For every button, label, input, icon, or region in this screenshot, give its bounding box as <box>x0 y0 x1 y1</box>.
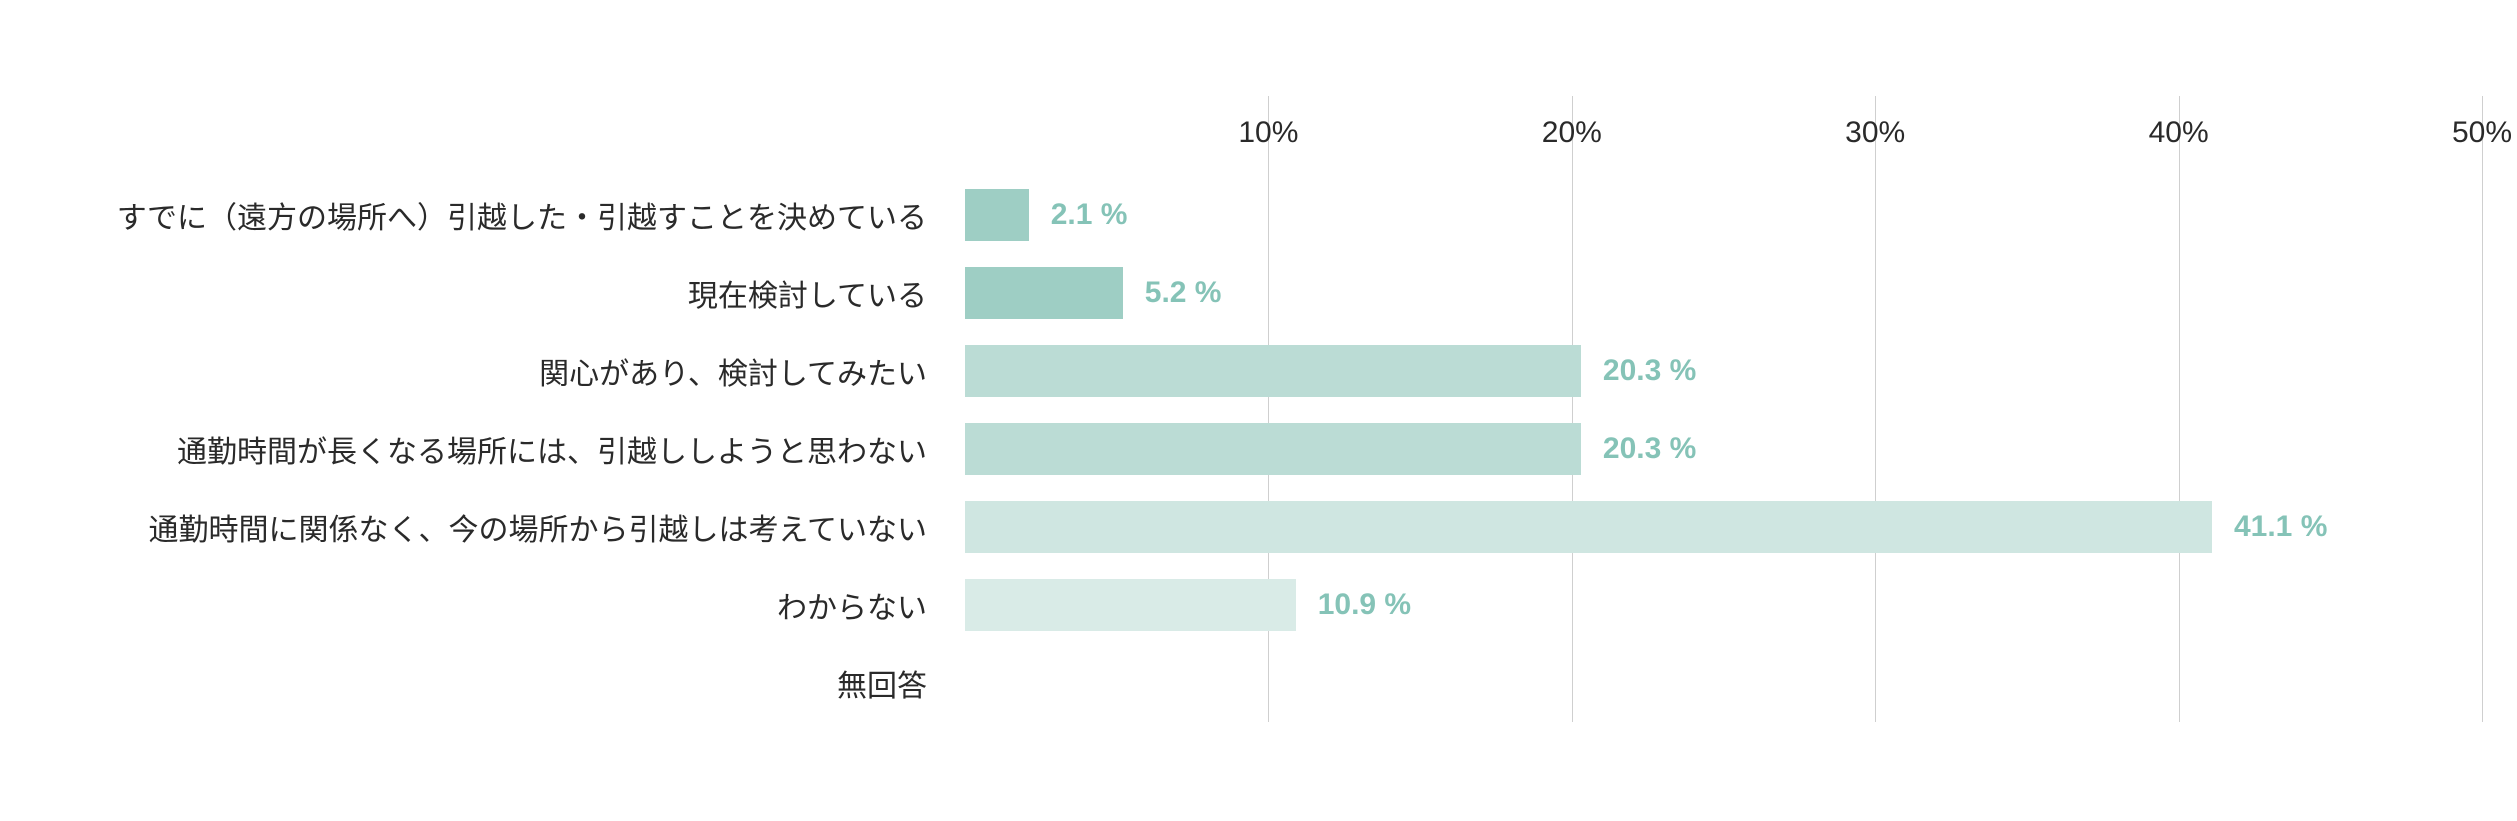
bar-row: 通勤時間が長くなる場所には、引越ししようと思わない20.3 % <box>965 423 2482 475</box>
category-label: わからない <box>777 583 965 627</box>
bar-row: すでに（遠方の場所へ）引越した・引越すことを決めている2.1 % <box>965 189 2482 241</box>
x-axis-tick-label: 10% <box>1238 116 1298 150</box>
category-label: すでに（遠方の場所へ）引越した・引越すことを決めている <box>117 193 965 237</box>
bar-row: 関心があり、検討してみたい20.3 % <box>965 345 2482 397</box>
gridline <box>2482 96 2483 722</box>
value-label: 20.3 % <box>1603 432 1696 466</box>
bar-row: 現在検討している5.2 % <box>965 267 2482 319</box>
value-label: 20.3 % <box>1603 354 1696 388</box>
value-label: 10.9 % <box>1318 588 1411 622</box>
category-label: 現在検討している <box>688 271 965 315</box>
value-label: 2.1 % <box>1051 198 1128 232</box>
bar <box>965 345 1581 397</box>
bar <box>965 423 1581 475</box>
bar-row: わからない10.9 % <box>965 579 2482 631</box>
survey-bar-chart: 10% 20% 30% 40% 50% すでに（遠方の場所へ）引越した・引越すことを決めて… <box>0 0 2517 821</box>
bar-row: 通勤時間に関係なく、今の場所から引越しは考えていない41.1 % <box>965 501 2482 553</box>
x-axis-tick-label: 50% <box>2452 116 2512 150</box>
category-label: 関心があり、検討してみたい <box>539 349 965 393</box>
x-axis-tick-label: 30% <box>1845 116 1905 150</box>
category-label: 通勤時間が長くなる場所には、引越ししようと思わない <box>177 427 965 471</box>
bar <box>965 189 1029 241</box>
plot-area: 10%20%30%40%50%すでに（遠方の場所へ）引越した・引越すことを決めて… <box>965 96 2482 722</box>
bar <box>965 579 1296 631</box>
bar-row: 無回答 <box>965 657 2482 709</box>
value-label: 41.1 % <box>2234 510 2327 544</box>
x-axis-tick-label: 40% <box>2149 116 2209 150</box>
bar <box>965 501 2212 553</box>
x-axis-tick-label: 20% <box>1542 116 1602 150</box>
category-label: 通勤時間に関係なく、今の場所から引越しは考えていない <box>149 505 966 549</box>
value-label: 5.2 % <box>1145 276 1222 310</box>
bar <box>965 267 1123 319</box>
category-label: 無回答 <box>837 661 965 705</box>
